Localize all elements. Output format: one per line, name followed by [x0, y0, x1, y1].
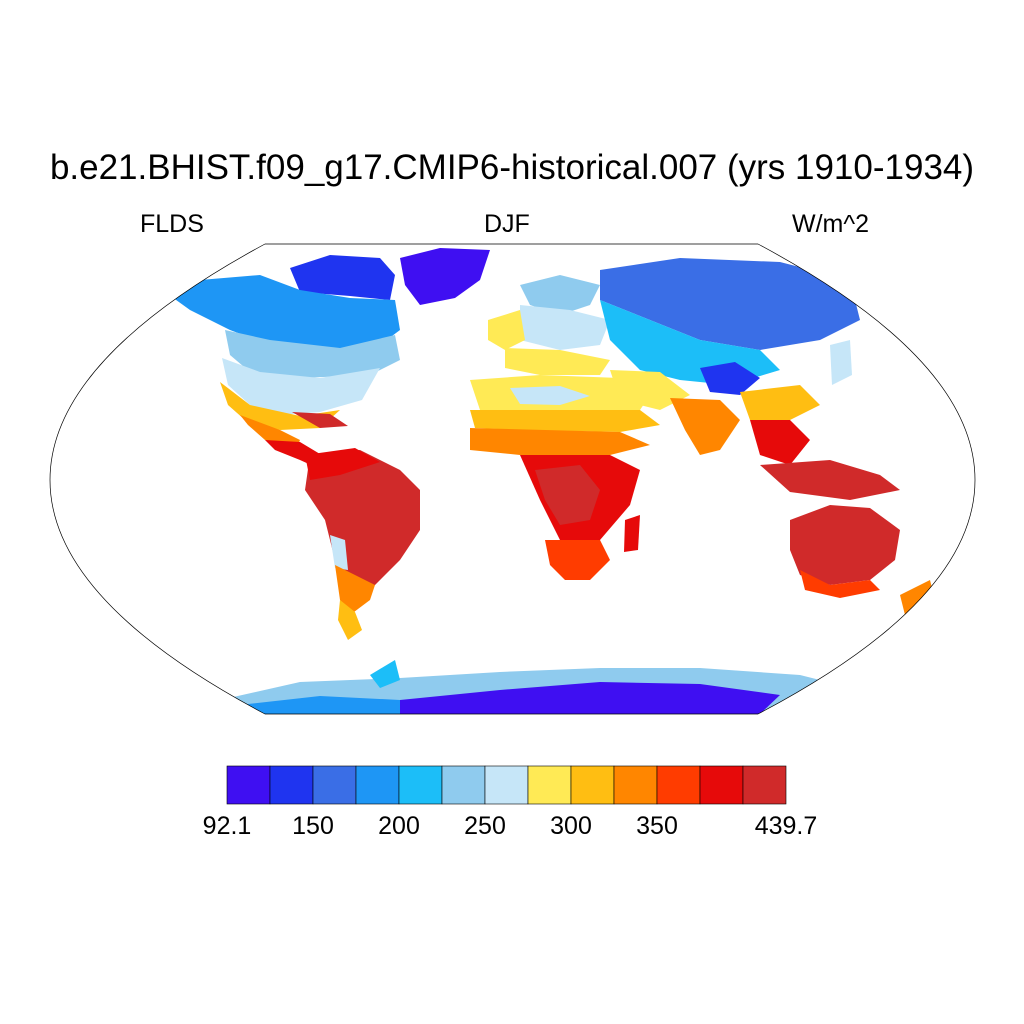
eu-southwest — [488, 310, 525, 350]
new-zealand — [900, 580, 935, 615]
ant-peninsula — [370, 660, 400, 688]
au-south — [800, 570, 880, 598]
globe-outline — [49, 243, 976, 715]
colorbar-swatch — [484, 765, 529, 805]
sa-south — [335, 565, 375, 615]
africa-region — [470, 375, 660, 580]
colorbar-swatch — [441, 765, 486, 805]
greenland — [400, 248, 490, 305]
as-india — [670, 398, 740, 455]
colorbar-tick-label: 200 — [378, 812, 420, 840]
as-china-south — [740, 385, 820, 420]
units-label: W/m^2 — [792, 210, 870, 238]
ant-interior — [400, 682, 780, 714]
colorbar-swatch — [226, 765, 271, 805]
au-main — [790, 505, 900, 585]
colorbar-tick-label: 439.7 — [754, 812, 818, 840]
as-indonesia — [760, 460, 900, 500]
na-arctic-islands — [290, 255, 395, 300]
season-label: DJF — [484, 210, 530, 238]
colorbar-swatch — [570, 765, 615, 805]
na-caribbean — [292, 412, 348, 428]
variable-label: FLDS — [140, 210, 204, 238]
colorbar-tick-label: 150 — [292, 812, 334, 840]
europe-region — [488, 275, 610, 375]
colorbar-swatch — [742, 765, 787, 805]
af-sahel — [470, 410, 660, 432]
south-america-region — [305, 448, 420, 640]
na-canada-north — [165, 275, 400, 350]
as-southeast — [750, 420, 810, 465]
colorbar-swatch — [312, 765, 357, 805]
madagascar — [624, 515, 640, 552]
colorbar-swatch — [656, 765, 701, 805]
colorbar-tick-label: 250 — [464, 812, 506, 840]
as-siberia — [600, 258, 860, 350]
colorbar-swatch — [527, 765, 572, 805]
asia-region — [600, 258, 900, 500]
colorbar-swatch — [613, 765, 658, 805]
sa-north — [305, 448, 380, 480]
af-south — [545, 540, 610, 580]
colorbar-tick-label: 300 — [550, 812, 592, 840]
eu-central — [520, 305, 610, 350]
sa-patagonia — [338, 600, 362, 640]
colorbar-swatch — [699, 765, 744, 805]
colorbar-swatch — [269, 765, 314, 805]
north-america-region — [165, 255, 400, 470]
as-japan — [830, 340, 852, 385]
eu-scandinavia — [520, 275, 600, 315]
colorbar-swatch — [355, 765, 400, 805]
na-usa — [222, 358, 380, 415]
af-sahara — [510, 386, 590, 405]
sa-andes — [330, 535, 348, 570]
antarctica-region — [220, 660, 860, 714]
colorbar-tick-label: 92.1 — [202, 812, 252, 840]
as-middle-east — [610, 370, 690, 410]
colorbar-tick-label: 350 — [636, 812, 678, 840]
eu-mediterranean — [505, 348, 610, 375]
af-congo — [535, 465, 600, 525]
af-tropics — [470, 428, 650, 455]
plot-title: b.e21.BHIST.f09_g17.CMIP6-historical.007… — [49, 148, 975, 187]
na-canada-south — [225, 330, 400, 378]
ant-west — [230, 696, 400, 714]
australia-region — [790, 505, 935, 615]
colorbar-swatch — [398, 765, 443, 805]
as-tibet — [700, 362, 760, 395]
